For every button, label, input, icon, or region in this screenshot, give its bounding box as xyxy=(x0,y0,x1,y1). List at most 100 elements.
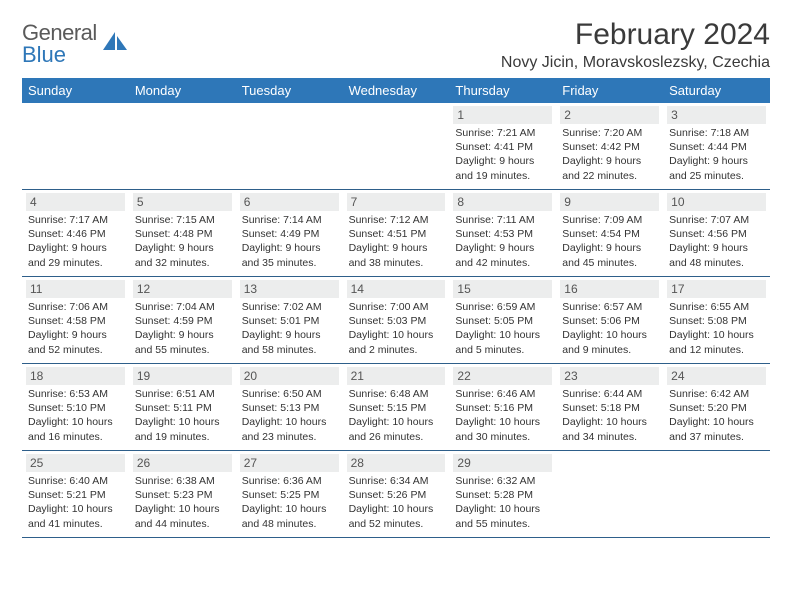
day-cell: 5 Sunrise: 7:15 AMSunset: 4:48 PMDaylight… xyxy=(129,190,236,276)
day-details: Sunrise: 7:02 AMSunset: 5:01 PMDaylight:… xyxy=(240,300,339,357)
day-details: Sunrise: 6:32 AMSunset: 5:28 PMDaylight:… xyxy=(453,474,552,531)
day-number: 25 xyxy=(26,454,125,472)
dow-cell: Wednesday xyxy=(343,78,450,103)
day-number: 6 xyxy=(240,193,339,211)
day-details: Sunrise: 6:51 AMSunset: 5:11 PMDaylight:… xyxy=(133,387,232,444)
day-cell: 22 Sunrise: 6:46 AMSunset: 5:16 PMDayligh… xyxy=(449,364,556,450)
day-number: 24 xyxy=(667,367,766,385)
brand-name-part2: Blue xyxy=(22,42,66,67)
day-cell: 18Sunrise: 6:53 AMSunset: 5:10 PMDayligh… xyxy=(22,364,129,450)
day-cell: 27Sunrise: 6:36 AMSunset: 5:25 PMDayligh… xyxy=(236,451,343,537)
week-row: ....1Sunrise: 7:21 AMSunset: 4:41 PMDayl… xyxy=(22,103,770,190)
week-row: 25 Sunrise: 6:40 AMSunset: 5:21 PMDayligh… xyxy=(22,451,770,538)
day-details: Sunrise: 7:14 AMSunset: 4:49 PMDaylight:… xyxy=(240,213,339,270)
day-cell: 12 Sunrise: 7:04 AMSunset: 4:59 PMDayligh… xyxy=(129,277,236,363)
day-cell: 16Sunrise: 6:57 AMSunset: 5:06 PMDayligh… xyxy=(556,277,663,363)
day-details: Sunrise: 7:09 AMSunset: 4:54 PMDaylight:… xyxy=(560,213,659,270)
day-cell: 28 Sunrise: 6:34 AMSunset: 5:26 PMDayligh… xyxy=(343,451,450,537)
day-details: Sunrise: 6:34 AMSunset: 5:26 PMDaylight:… xyxy=(347,474,446,531)
day-details: Sunrise: 7:00 AMSunset: 5:03 PMDaylight:… xyxy=(347,300,446,357)
day-number: 18 xyxy=(26,367,125,385)
day-number: 14 xyxy=(347,280,446,298)
day-details: Sunrise: 6:36 AMSunset: 5:25 PMDaylight:… xyxy=(240,474,339,531)
day-details: Sunrise: 6:50 AMSunset: 5:13 PMDaylight:… xyxy=(240,387,339,444)
day-cell: 7 Sunrise: 7:12 AMSunset: 4:51 PMDaylight… xyxy=(343,190,450,276)
day-details: Sunrise: 7:12 AMSunset: 4:51 PMDaylight:… xyxy=(347,213,446,270)
day-number: 1 xyxy=(453,106,552,124)
day-cell: 6 Sunrise: 7:14 AMSunset: 4:49 PMDaylight… xyxy=(236,190,343,276)
day-number: 10 xyxy=(667,193,766,211)
dow-cell: Saturday xyxy=(663,78,770,103)
day-number: 13 xyxy=(240,280,339,298)
day-details: Sunrise: 7:20 AMSunset: 4:42 PMDaylight:… xyxy=(560,126,659,183)
calendar: SundayMondayTuesdayWednesdayThursdayFrid… xyxy=(22,78,770,538)
brand-name: General Blue xyxy=(22,22,97,66)
day-cell: 3Sunrise: 7:18 AMSunset: 4:44 PMDaylight… xyxy=(663,103,770,189)
day-number: 12 xyxy=(133,280,232,298)
day-details: Sunrise: 7:17 AMSunset: 4:46 PMDaylight:… xyxy=(26,213,125,270)
day-details: Sunrise: 6:38 AMSunset: 5:23 PMDaylight:… xyxy=(133,474,232,531)
day-cell: 21Sunrise: 6:48 AMSunset: 5:15 PMDayligh… xyxy=(343,364,450,450)
day-details: Sunrise: 7:06 AMSunset: 4:58 PMDaylight:… xyxy=(26,300,125,357)
header: General Blue February 2024 Novy Jicin, M… xyxy=(22,18,770,72)
day-number: 15 xyxy=(453,280,552,298)
day-cell: 20 Sunrise: 6:50 AMSunset: 5:13 PMDayligh… xyxy=(236,364,343,450)
day-details: Sunrise: 6:59 AMSunset: 5:05 PMDaylight:… xyxy=(453,300,552,357)
dow-cell: Thursday xyxy=(449,78,556,103)
day-number: 21 xyxy=(347,367,446,385)
day-cell: . xyxy=(663,451,770,537)
day-number: 8 xyxy=(453,193,552,211)
day-cell: 29 Sunrise: 6:32 AMSunset: 5:28 PMDayligh… xyxy=(449,451,556,537)
day-cell: . xyxy=(22,103,129,189)
day-number: 5 xyxy=(133,193,232,211)
day-number: 23 xyxy=(560,367,659,385)
day-cell: . xyxy=(236,103,343,189)
day-details: Sunrise: 7:07 AMSunset: 4:56 PMDaylight:… xyxy=(667,213,766,270)
day-cell: 1 Sunrise: 7:21 AMSunset: 4:41 PMDaylight… xyxy=(449,103,556,189)
day-number: 28 xyxy=(347,454,446,472)
days-of-week-row: SundayMondayTuesdayWednesdayThursdayFrid… xyxy=(22,78,770,103)
day-cell: 19Sunrise: 6:51 AMSunset: 5:11 PMDayligh… xyxy=(129,364,236,450)
day-number: 7 xyxy=(347,193,446,211)
day-details: Sunrise: 6:46 AMSunset: 5:16 PMDaylight:… xyxy=(453,387,552,444)
sail-icon xyxy=(101,30,129,57)
day-number: 3 xyxy=(667,106,766,124)
dow-cell: Monday xyxy=(129,78,236,103)
dow-cell: Tuesday xyxy=(236,78,343,103)
day-cell: 9 Sunrise: 7:09 AMSunset: 4:54 PMDaylight… xyxy=(556,190,663,276)
day-number: 20 xyxy=(240,367,339,385)
day-cell: 15 Sunrise: 6:59 AMSunset: 5:05 PMDayligh… xyxy=(449,277,556,363)
day-number: 17 xyxy=(667,280,766,298)
day-cell: 14 Sunrise: 7:00 AMSunset: 5:03 PMDayligh… xyxy=(343,277,450,363)
day-details: Sunrise: 6:55 AMSunset: 5:08 PMDaylight:… xyxy=(667,300,766,357)
day-cell: 2Sunrise: 7:20 AMSunset: 4:42 PMDaylight… xyxy=(556,103,663,189)
month-title: February 2024 xyxy=(501,18,770,52)
day-number: 11 xyxy=(26,280,125,298)
title-block: February 2024 Novy Jicin, Moravskoslezsk… xyxy=(501,18,770,72)
day-details: Sunrise: 7:04 AMSunset: 4:59 PMDaylight:… xyxy=(133,300,232,357)
dow-cell: Sunday xyxy=(22,78,129,103)
day-cell: 26 Sunrise: 6:38 AMSunset: 5:23 PMDayligh… xyxy=(129,451,236,537)
day-cell: 8Sunrise: 7:11 AMSunset: 4:53 PMDaylight… xyxy=(449,190,556,276)
day-number: 4 xyxy=(26,193,125,211)
day-details: Sunrise: 7:21 AMSunset: 4:41 PMDaylight:… xyxy=(453,126,552,183)
day-cell: 10 Sunrise: 7:07 AMSunset: 4:56 PMDayligh… xyxy=(663,190,770,276)
week-row: 4 Sunrise: 7:17 AMSunset: 4:46 PMDaylight… xyxy=(22,190,770,277)
day-number: 9 xyxy=(560,193,659,211)
day-number: 22 xyxy=(453,367,552,385)
day-cell: 11 Sunrise: 7:06 AMSunset: 4:58 PMDayligh… xyxy=(22,277,129,363)
week-row: 11 Sunrise: 7:06 AMSunset: 4:58 PMDayligh… xyxy=(22,277,770,364)
day-cell: 25 Sunrise: 6:40 AMSunset: 5:21 PMDayligh… xyxy=(22,451,129,537)
day-details: Sunrise: 6:42 AMSunset: 5:20 PMDaylight:… xyxy=(667,387,766,444)
day-cell: 17 Sunrise: 6:55 AMSunset: 5:08 PMDayligh… xyxy=(663,277,770,363)
day-details: Sunrise: 6:57 AMSunset: 5:06 PMDaylight:… xyxy=(560,300,659,357)
brand-logo: General Blue xyxy=(22,22,129,66)
day-cell: 4 Sunrise: 7:17 AMSunset: 4:46 PMDaylight… xyxy=(22,190,129,276)
day-number: 26 xyxy=(133,454,232,472)
day-number: 29 xyxy=(453,454,552,472)
day-details: Sunrise: 6:40 AMSunset: 5:21 PMDaylight:… xyxy=(26,474,125,531)
day-cell: 23 Sunrise: 6:44 AMSunset: 5:18 PMDayligh… xyxy=(556,364,663,450)
day-details: Sunrise: 7:15 AMSunset: 4:48 PMDaylight:… xyxy=(133,213,232,270)
day-cell: . xyxy=(129,103,236,189)
day-details: Sunrise: 6:44 AMSunset: 5:18 PMDaylight:… xyxy=(560,387,659,444)
